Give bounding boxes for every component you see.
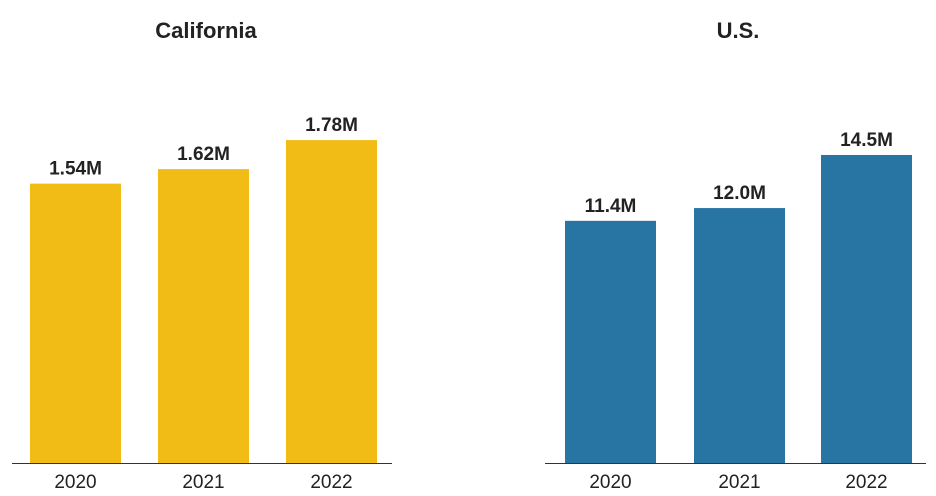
bar-2021 <box>158 169 249 463</box>
x-tick-label: 2020 <box>54 472 96 493</box>
data-label: 14.5M <box>840 130 893 151</box>
data-label: 1.54M <box>49 159 102 180</box>
data-label: 1.62M <box>177 144 230 165</box>
bar-2020 <box>565 220 656 463</box>
x-tick-label: 2021 <box>718 472 760 493</box>
data-label: 1.78M <box>305 115 358 136</box>
bar-2022 <box>821 154 912 463</box>
x-tick-label: 2021 <box>182 472 224 493</box>
chart-title: U.S. <box>717 18 760 43</box>
chart-title: California <box>155 18 257 43</box>
bar-2021 <box>694 208 785 463</box>
bar-2020 <box>30 183 121 463</box>
data-label: 12.0M <box>713 183 766 204</box>
x-tick-label: 2022 <box>310 472 352 493</box>
chart-1: U.S. 11.4M 2020 12.0M 2021 14.5M 2022 <box>545 18 926 493</box>
x-tick-label: 2020 <box>589 472 631 493</box>
bar-2022 <box>286 140 377 463</box>
x-tick-label: 2022 <box>845 472 887 493</box>
data-label: 11.4M <box>585 196 637 217</box>
chart-0: California 1.54M 2020 1.62M 2021 1.78M 2022 <box>12 18 392 493</box>
